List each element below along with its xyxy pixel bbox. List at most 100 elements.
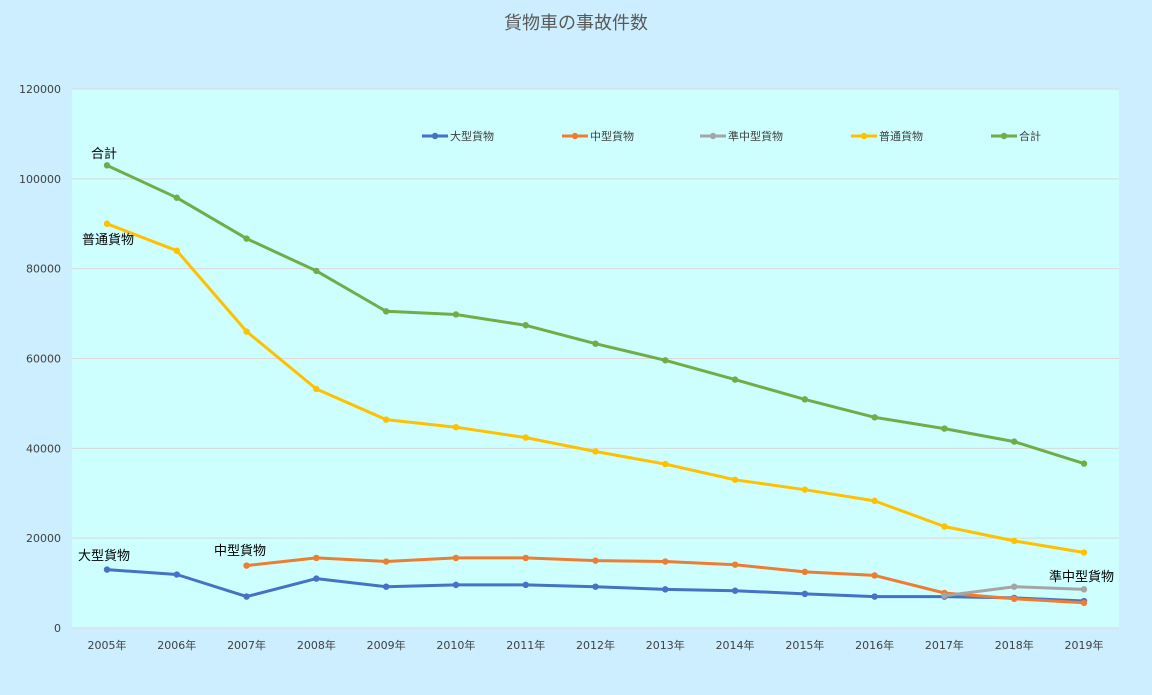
data-point xyxy=(382,583,390,590)
data-point xyxy=(313,554,320,562)
data-point xyxy=(731,476,739,483)
data-point xyxy=(592,340,599,347)
data-point xyxy=(103,566,111,573)
data-point xyxy=(592,557,599,564)
y-tick-label: 20000 xyxy=(26,532,61,545)
x-tick-label: 2014年 xyxy=(716,638,755,652)
data-point xyxy=(731,587,739,594)
data-point xyxy=(801,486,809,493)
data-point xyxy=(382,308,390,315)
data-point xyxy=(452,311,460,318)
data-point xyxy=(662,460,669,468)
series-annotation: 大型貨物 xyxy=(78,548,130,564)
series-3 xyxy=(941,583,1088,599)
data-point xyxy=(871,593,878,600)
data-point xyxy=(243,593,250,600)
x-tick-label: 2008年 xyxy=(297,638,336,652)
data-point xyxy=(522,434,529,441)
data-point xyxy=(871,497,878,505)
series-annotation: 準中型貨物 xyxy=(1049,569,1114,585)
data-point xyxy=(243,235,250,242)
x-tick-label: 2017年 xyxy=(925,638,964,652)
legend-label: 合計 xyxy=(1019,129,1041,143)
data-point xyxy=(592,583,599,590)
series-annotation: 普通貨物 xyxy=(82,232,134,248)
legend: 大型貨物 中型貨物 準中型貨物 普通貨物 合計 xyxy=(422,129,1041,143)
chart-title: 貨物車の事故件数 xyxy=(504,13,648,34)
data-point xyxy=(1011,438,1018,445)
x-tick-label: 2010年 xyxy=(436,638,475,652)
data-point xyxy=(382,558,390,565)
data-point xyxy=(801,568,809,576)
data-point xyxy=(452,554,460,562)
data-point xyxy=(243,562,250,569)
legend-swatch-marker xyxy=(1000,132,1008,140)
legend-label: 大型貨物 xyxy=(450,129,494,143)
x-tick-label: 2019年 xyxy=(1065,638,1104,652)
data-point xyxy=(941,523,948,530)
data-point xyxy=(1080,599,1088,607)
x-tick-label: 2012年 xyxy=(576,638,615,652)
x-tick-label: 2009年 xyxy=(367,638,406,652)
data-point xyxy=(173,194,180,201)
legend-label: 中型貨物 xyxy=(590,129,634,143)
data-point xyxy=(243,328,250,335)
data-point xyxy=(313,575,320,582)
x-tick-label: 2018年 xyxy=(995,638,1034,652)
y-tick-label: 40000 xyxy=(26,442,61,455)
data-point xyxy=(592,448,599,455)
data-point xyxy=(801,396,809,403)
series-group xyxy=(103,162,1088,607)
data-point xyxy=(313,267,320,275)
data-point xyxy=(662,357,669,364)
x-tick-label: 2016年 xyxy=(855,638,894,652)
data-point xyxy=(1080,460,1088,467)
data-point xyxy=(941,592,948,599)
data-point xyxy=(1080,549,1088,556)
legend-label: 準中型貨物 xyxy=(728,129,783,143)
series-1 xyxy=(103,566,1088,605)
data-point xyxy=(173,247,180,254)
data-point xyxy=(662,586,669,593)
legend-item: 準中型貨物 xyxy=(700,129,783,143)
data-point xyxy=(103,162,111,169)
x-tick-label: 2013年 xyxy=(646,638,685,652)
data-point xyxy=(382,416,390,423)
series-annotation: 中型貨物 xyxy=(214,543,266,559)
data-point xyxy=(801,590,809,598)
x-tick-label: 2005年 xyxy=(88,638,127,652)
series-annotation: 合計 xyxy=(91,146,117,162)
y-tick-label: 0 xyxy=(54,622,61,635)
data-point xyxy=(731,376,739,383)
legend-swatch-marker xyxy=(431,132,439,140)
x-axis: 2005年 2006年 2007年 2008年 2009年 2010年 2011年 2012年… xyxy=(88,638,1104,652)
data-point xyxy=(662,558,669,565)
data-point xyxy=(941,425,948,432)
y-tick-label: 60000 xyxy=(26,353,61,366)
data-point xyxy=(103,220,111,227)
data-point xyxy=(313,385,320,393)
x-tick-label: 2015年 xyxy=(785,638,824,652)
data-point xyxy=(731,561,739,568)
series-4 xyxy=(103,220,1088,556)
x-tick-label: 2011年 xyxy=(506,638,545,652)
data-point xyxy=(452,424,460,431)
legend-item: 大型貨物 xyxy=(422,129,494,143)
legend-swatch-marker xyxy=(571,132,579,140)
y-tick-label: 100000 xyxy=(19,173,61,186)
data-point xyxy=(1011,537,1018,545)
legend-swatch-marker xyxy=(709,132,717,140)
y-tick-label: 80000 xyxy=(26,263,61,276)
y-axis: 0 20000 40000 60000 80000 100000 120000 xyxy=(19,83,61,635)
data-point xyxy=(1011,583,1018,590)
x-tick-label: 2007年 xyxy=(227,638,266,652)
legend-item: 合計 xyxy=(991,129,1041,143)
legend-item: 中型貨物 xyxy=(562,129,634,143)
data-point xyxy=(871,572,878,579)
data-point xyxy=(452,581,460,589)
series-5 xyxy=(103,162,1088,467)
legend-label: 普通貨物 xyxy=(879,129,923,143)
data-point xyxy=(871,414,878,421)
